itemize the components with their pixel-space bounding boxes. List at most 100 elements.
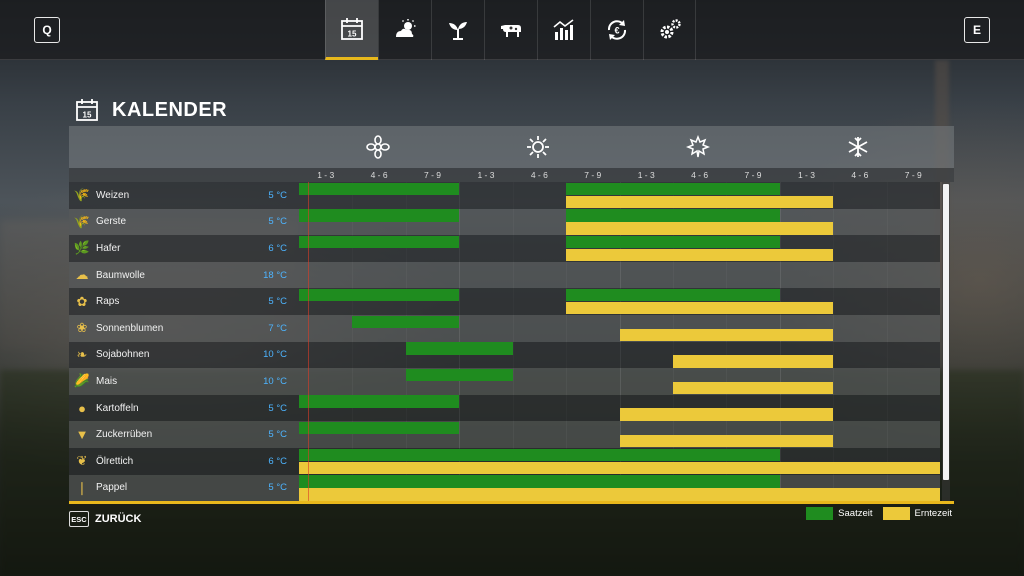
legend-harvest-swatch <box>882 507 910 520</box>
crop-label: ❦ Ölrettich 6 °C <box>69 448 299 475</box>
crop-temperature: 5 °C <box>268 189 287 201</box>
harvest-bar <box>619 328 834 342</box>
statistics-icon <box>553 19 574 40</box>
crop-name: Zuckerrüben <box>96 429 153 441</box>
crop-temperature: 7 °C <box>268 322 287 334</box>
month-label: 1 - 3 <box>637 170 655 180</box>
legend: Saatzeit Erntezeit <box>800 507 952 520</box>
crop-row[interactable]: ❦ Ölrettich 6 °C <box>69 448 940 475</box>
calendar-icon: 15 <box>76 99 98 121</box>
svg-text:€: € <box>614 26 619 36</box>
crop-row[interactable]: ✿ Raps 5 °C <box>69 288 940 315</box>
oat-icon: 🌿 <box>73 240 91 256</box>
prev-page-key-button[interactable]: Q <box>34 17 60 43</box>
sowing-bar <box>299 475 780 488</box>
crop-timeline <box>299 288 940 315</box>
sowing-bar <box>566 288 780 302</box>
month-header <box>69 168 954 182</box>
menu-tabs: 15 € <box>325 0 696 60</box>
tab-fields[interactable] <box>431 0 484 60</box>
crop-label: ❘ Pappel 5 °C <box>69 475 299 502</box>
weather-icon <box>396 19 416 37</box>
season-header <box>69 126 954 168</box>
legend-sow: Saatzeit <box>806 507 873 520</box>
leaf-icon <box>686 135 710 158</box>
crop-temperature: 5 °C <box>268 402 287 414</box>
crop-label: ❀ Sonnenblumen 7 °C <box>69 315 299 342</box>
sowing-bar <box>352 315 460 328</box>
harvest-bar <box>619 408 834 421</box>
snowflake-icon <box>848 137 868 157</box>
crop-timeline <box>299 342 940 369</box>
tab-weather[interactable] <box>378 0 431 60</box>
month-label: 7 - 9 <box>744 170 762 180</box>
crop-label: 🌾 Weizen 5 °C <box>69 182 299 209</box>
sprout-icon <box>449 22 467 40</box>
current-date-marker <box>308 182 309 501</box>
crop-row[interactable]: 🌽 Mais 10 °C <box>69 368 940 395</box>
sowing-bar <box>299 448 780 461</box>
crop-temperature: 5 °C <box>268 296 287 308</box>
crop-name: Pappel <box>96 482 128 494</box>
crop-timeline <box>299 368 940 395</box>
crop-temperature: 10 °C <box>263 375 287 387</box>
sunflower-icon: ❀ <box>76 320 88 336</box>
crop-temperature: 5 °C <box>268 216 287 228</box>
month-label: 7 - 9 <box>584 170 602 180</box>
sowing-bar <box>299 235 460 249</box>
scrollbar-thumb[interactable] <box>943 184 949 480</box>
soybean-icon: ❧ <box>76 346 88 362</box>
tab-settings[interactable] <box>643 0 696 60</box>
harvest-bar <box>672 355 834 368</box>
tab-finances[interactable]: € <box>590 0 643 60</box>
crop-timeline <box>299 235 940 262</box>
tab-animals[interactable] <box>484 0 537 60</box>
month-label: 7 - 9 <box>424 170 442 180</box>
back-button[interactable]: ESC ZURÜCK <box>69 511 141 527</box>
crop-name: Ölrettich <box>96 455 134 467</box>
crop-row[interactable]: ▼ Zuckerrüben 5 °C <box>69 421 940 448</box>
crop-label: ✿ Raps 5 °C <box>69 288 299 315</box>
crop-name: Kartoffeln <box>96 402 139 414</box>
sun-icon <box>527 136 549 158</box>
crop-temperature: 10 °C <box>263 349 287 361</box>
crop-label: 🌾 Gerste 5 °C <box>69 209 299 236</box>
next-page-key-button[interactable]: E <box>964 17 990 43</box>
sowing-bar <box>299 421 460 435</box>
crop-row[interactable]: ❀ Sonnenblumen 7 °C <box>69 315 940 342</box>
crop-name: Baumwolle <box>96 269 145 281</box>
crop-temperature: 6 °C <box>268 455 287 467</box>
tab-statistics[interactable] <box>537 0 590 60</box>
harvest-bar <box>619 434 834 448</box>
harvest-bar <box>299 461 940 475</box>
crop-label: ▼ Zuckerrüben 5 °C <box>69 421 299 448</box>
crop-name: Raps <box>96 296 120 308</box>
flower-icon <box>366 135 390 159</box>
crop-name: Gerste <box>96 216 127 228</box>
crop-row[interactable]: ● Kartoffeln 5 °C <box>69 394 940 422</box>
potato-icon: ● <box>78 400 86 416</box>
crop-row[interactable]: ☁ Baumwolle 18 °C <box>69 261 940 289</box>
month-label: 1 - 3 <box>477 170 495 180</box>
crop-row[interactable]: ❧ Sojabohnen 10 °C <box>69 341 940 369</box>
crop-name: Sonnenblumen <box>96 322 164 334</box>
month-label: 4 - 6 <box>851 170 869 180</box>
crop-temperature: 5 °C <box>268 429 287 441</box>
month-label: 1 - 3 <box>797 170 815 180</box>
crop-row[interactable]: 🌾 Gerste 5 °C <box>69 208 940 236</box>
tab-calendar[interactable]: 15 <box>325 0 378 60</box>
crop-row[interactable]: 🌾 Weizen 5 °C <box>69 182 940 209</box>
crop-timeline <box>299 182 940 209</box>
crop-label: ❧ Sojabohnen 10 °C <box>69 342 299 369</box>
crop-row[interactable]: ❘ Pappel 5 °C <box>69 474 940 502</box>
legend-sow-label: Saatzeit <box>838 508 873 519</box>
crop-name: Weizen <box>96 189 130 201</box>
svg-text:15: 15 <box>348 29 357 38</box>
crop-row[interactable]: 🌿 Hafer 6 °C <box>69 235 940 262</box>
crop-label: ☁ Baumwolle 18 °C <box>69 262 299 289</box>
harvest-bar <box>566 301 834 315</box>
crop-label: 🌿 Hafer 6 °C <box>69 235 299 262</box>
esc-key: ESC <box>69 511 89 527</box>
sowing-bar <box>299 288 460 302</box>
crop-timeline <box>299 315 940 342</box>
